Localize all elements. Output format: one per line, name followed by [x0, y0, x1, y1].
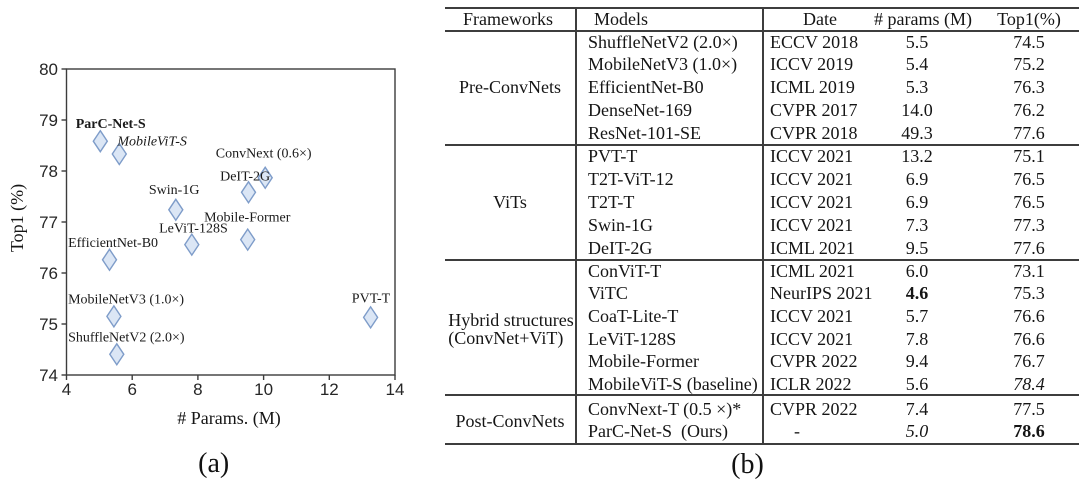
- svg-text:PVT-T: PVT-T: [352, 292, 391, 307]
- svg-text:ConvNext (0.6×): ConvNext (0.6×): [216, 147, 312, 162]
- svg-text:MobileViT-S: MobileViT-S: [116, 134, 186, 149]
- svg-text:79: 79: [39, 111, 58, 130]
- svg-text:LeViT-128S: LeViT-128S: [159, 222, 228, 237]
- svg-text:ShuffleNetV2 (2.0×): ShuffleNetV2 (2.0×): [68, 331, 185, 346]
- svg-text:80: 80: [39, 60, 58, 79]
- svg-text:10: 10: [254, 380, 273, 399]
- svg-text:4: 4: [62, 380, 71, 399]
- svg-text:Top1 (%): Top1 (%): [7, 184, 28, 252]
- svg-text:74: 74: [39, 366, 58, 385]
- svg-text:# Params. (M): # Params. (M): [177, 408, 280, 429]
- svg-text:76: 76: [39, 264, 58, 283]
- svg-text:78: 78: [39, 162, 58, 181]
- svg-text:DeIT-2G: DeIT-2G: [220, 169, 270, 184]
- svg-text:MobileNetV3 (1.0×): MobileNetV3 (1.0×): [68, 293, 184, 308]
- svg-text:ParC-Net-S: ParC-Net-S: [76, 117, 146, 132]
- svg-text:EfficientNet-B0: EfficientNet-B0: [68, 236, 158, 251]
- svg-text:77: 77: [39, 213, 58, 232]
- svg-text:6: 6: [127, 380, 136, 399]
- svg-text:75: 75: [39, 315, 58, 334]
- svg-text:Mobile-Former: Mobile-Former: [204, 211, 291, 226]
- svg-text:8: 8: [193, 380, 202, 399]
- svg-text:12: 12: [320, 380, 339, 399]
- svg-text:14: 14: [386, 380, 405, 399]
- svg-text:Swin-1G: Swin-1G: [149, 183, 200, 198]
